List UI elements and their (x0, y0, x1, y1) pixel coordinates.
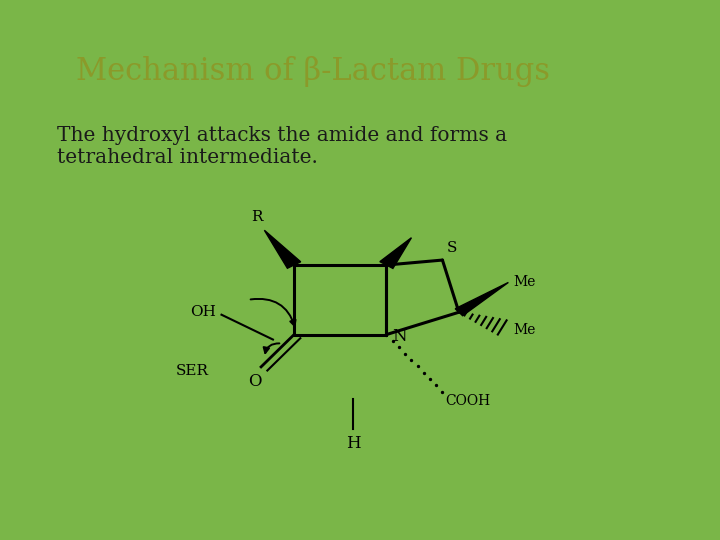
Polygon shape (455, 282, 508, 316)
Text: The hydroxyl attacks the amide and forms a
tetrahedral intermediate.: The hydroxyl attacks the amide and forms… (57, 126, 507, 167)
Polygon shape (380, 238, 411, 268)
Text: R: R (251, 210, 262, 224)
Text: OH: OH (190, 305, 216, 319)
Text: O: O (248, 373, 261, 390)
Text: Mechanism of β-Lactam Drugs: Mechanism of β-Lactam Drugs (76, 56, 550, 87)
Text: H: H (346, 435, 361, 452)
Text: S: S (446, 241, 456, 255)
Polygon shape (264, 230, 301, 268)
Text: Me: Me (513, 275, 536, 289)
Text: COOH: COOH (446, 394, 491, 408)
Text: Me: Me (513, 322, 536, 336)
Text: SER: SER (176, 364, 208, 379)
Text: N: N (392, 328, 406, 345)
